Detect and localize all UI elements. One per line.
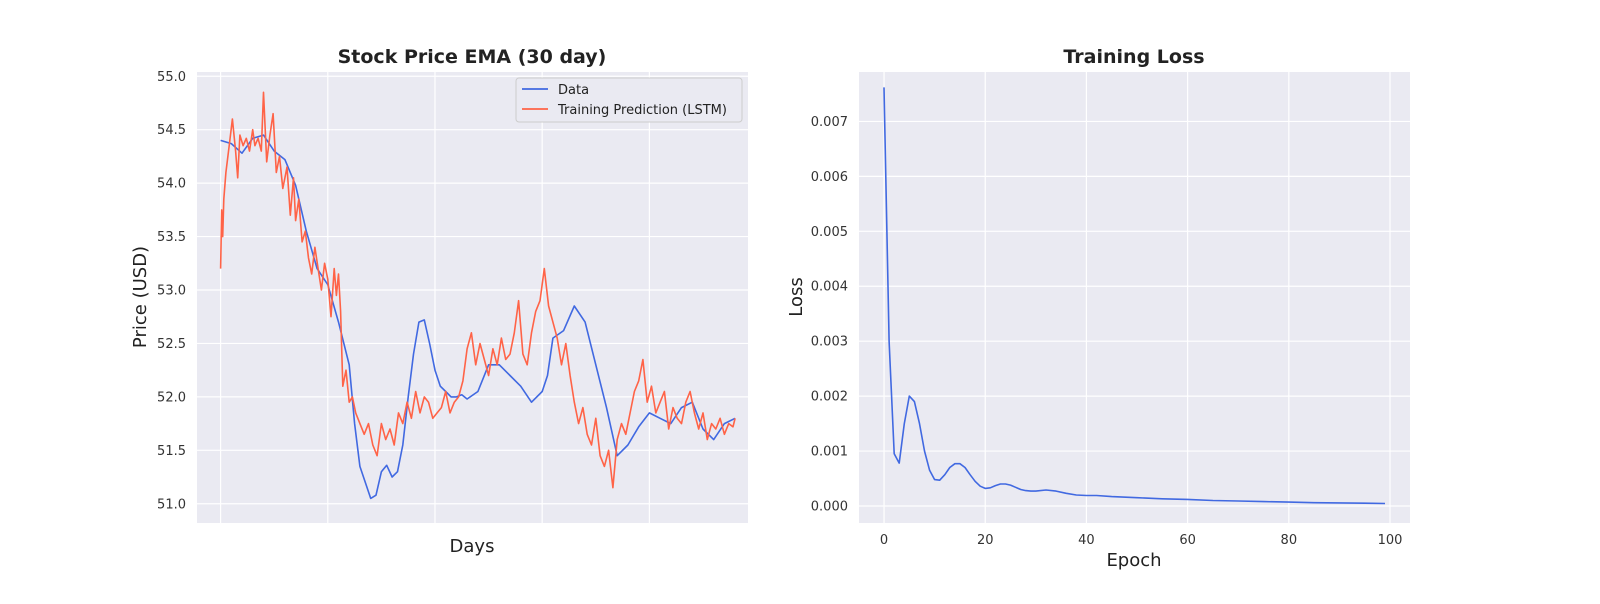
data-series-line (220, 134, 736, 500)
x-tick-label: 0 (880, 533, 888, 548)
y-tick-label: 51.5 (157, 444, 186, 459)
loss-series-lines (883, 87, 1386, 505)
prediction-series-line (219, 91, 736, 489)
legend-label-data: Data (558, 83, 589, 98)
price-grid (197, 72, 748, 523)
loss-x-axis-label: Epoch (1106, 550, 1161, 571)
y-tick-label: 0.004 (811, 280, 848, 295)
y-tick-label: 0.000 (811, 499, 848, 514)
y-tick-label: 0.007 (811, 115, 848, 130)
price-tick-labels: 51.0 51.5 52.0 52.5 53.0 53.5 54.0 54.5 55.0 (157, 70, 186, 512)
legend-label-prediction: Training Prediction (LSTM) (557, 103, 727, 118)
loss-y-axis-label: Loss (786, 277, 807, 316)
loss-plot-area (859, 72, 1410, 523)
x-tick-label: 80 (1281, 533, 1298, 548)
loss-tick-labels: 0.000 0.001 0.002 0.003 0.004 0.005 0.006 0.007… (811, 115, 1403, 548)
x-tick-label: 40 (1078, 533, 1095, 548)
loss-series-line (883, 87, 1386, 505)
y-tick-label: 0.005 (811, 225, 848, 240)
y-tick-label: 52.0 (157, 390, 186, 405)
price-chart-title: Stock Price EMA (30 day) (338, 46, 607, 68)
price-y-axis-label: Price (USD) (130, 246, 151, 348)
y-tick-label: 0.002 (811, 390, 848, 405)
y-tick-label: 53.5 (157, 230, 186, 245)
loss-grid (859, 72, 1410, 523)
price-plot-area (197, 72, 748, 523)
y-tick-label: 52.5 (157, 337, 186, 352)
y-tick-label: 53.0 (157, 284, 186, 299)
y-tick-label: 0.006 (811, 170, 848, 185)
price-x-axis-label: Days (450, 536, 495, 557)
price-series-lines (219, 91, 736, 500)
x-tick-label: 100 (1378, 533, 1403, 548)
x-tick-label: 60 (1179, 533, 1196, 548)
y-tick-label: 0.001 (811, 445, 848, 460)
y-tick-label: 54.0 (157, 177, 186, 192)
legend-box (515, 77, 743, 123)
y-tick-label: 55.0 (157, 70, 186, 85)
x-tick-label: 20 (977, 533, 994, 548)
loss-chart-title: Training Loss (1063, 46, 1204, 68)
price-chart: 51.0 51.5 52.0 52.5 53.0 53.5 54.0 54.5 55.0 Sto… (130, 46, 748, 557)
price-legend: Data Training Prediction (LSTM) (515, 77, 743, 123)
y-tick-label: 54.5 (157, 123, 186, 138)
y-tick-label: 51.0 (157, 497, 186, 512)
y-tick-label: 0.003 (811, 335, 848, 350)
loss-chart: 0.000 0.001 0.002 0.003 0.004 0.005 0.006 0.007… (786, 46, 1410, 571)
